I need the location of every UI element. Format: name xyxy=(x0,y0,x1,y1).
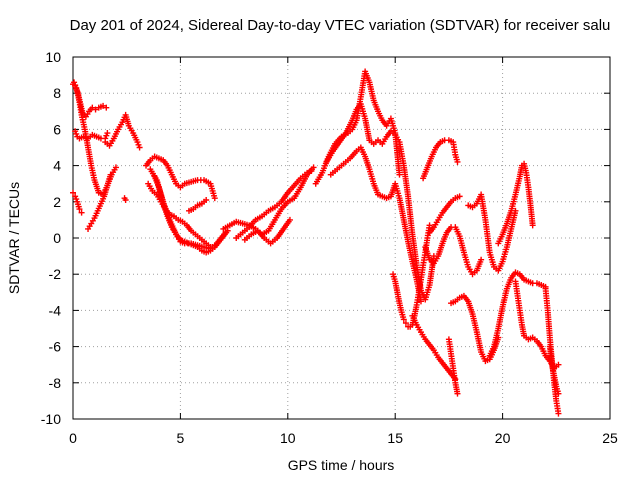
x-tick-label: 15 xyxy=(387,430,403,446)
data-point xyxy=(122,196,129,203)
data-point xyxy=(103,132,110,139)
x-tick-label: 5 xyxy=(177,430,185,446)
data-point xyxy=(308,168,315,175)
grid-lines xyxy=(73,57,610,419)
data-point xyxy=(100,102,107,109)
data-point xyxy=(211,195,218,202)
data-point xyxy=(310,164,317,171)
data-point xyxy=(107,171,114,178)
y-tick-label: -6 xyxy=(49,339,62,355)
data-point xyxy=(72,193,79,200)
data-point xyxy=(72,82,79,89)
data-point xyxy=(529,222,536,229)
data-point xyxy=(73,130,80,137)
data-point xyxy=(454,158,461,165)
data-point xyxy=(78,209,85,216)
y-tick-label: -8 xyxy=(49,375,62,391)
x-axis-label: GPS time / hours xyxy=(288,457,395,473)
data-point xyxy=(103,104,110,111)
data-point xyxy=(555,390,562,397)
y-tick-label: 6 xyxy=(53,121,61,137)
x-tick-label: 0 xyxy=(69,430,77,446)
data-point xyxy=(454,390,461,397)
data-point xyxy=(104,130,111,137)
data-point xyxy=(555,410,562,417)
data-points xyxy=(70,68,562,417)
data-point xyxy=(555,361,562,368)
data-point xyxy=(396,171,403,178)
data-point xyxy=(478,256,485,263)
data-point xyxy=(286,216,293,223)
data-point xyxy=(72,128,79,135)
data-point xyxy=(76,206,83,213)
data-point xyxy=(136,144,143,151)
x-tick-label: 10 xyxy=(280,430,296,446)
y-tick-label: -4 xyxy=(49,302,62,318)
data-point xyxy=(426,222,433,229)
x-tick-label: 20 xyxy=(495,430,511,446)
x-tick-label: 25 xyxy=(602,430,618,446)
y-tick-label: 10 xyxy=(45,49,61,65)
chart-title: Day 201 of 2024, Sidereal Day-to-day VTE… xyxy=(70,17,611,34)
data-point xyxy=(71,79,78,86)
axis-ticks: 0 5 10 15 20 25 -10 -8 -6 -4 -2 0 2 4 6 8 10 xyxy=(41,49,618,446)
y-tick-label: 0 xyxy=(53,230,61,246)
data-point xyxy=(134,139,141,146)
y-axis-label: SDTVAR / TECUs xyxy=(6,182,22,294)
y-tick-label: 2 xyxy=(53,194,61,210)
data-point xyxy=(456,193,463,200)
data-point xyxy=(417,298,424,305)
data-point xyxy=(70,189,76,196)
y-tick-label: 8 xyxy=(53,85,61,101)
y-tick-label: -2 xyxy=(49,266,62,282)
data-point xyxy=(402,320,409,327)
y-tick-label: 4 xyxy=(53,158,61,174)
data-point xyxy=(135,141,142,148)
data-point xyxy=(112,164,119,171)
data-point xyxy=(203,196,210,203)
data-point xyxy=(92,106,99,113)
data-point xyxy=(89,104,96,111)
data-point xyxy=(73,196,80,203)
data-point xyxy=(400,316,407,323)
y-tick-label: -10 xyxy=(41,411,61,427)
